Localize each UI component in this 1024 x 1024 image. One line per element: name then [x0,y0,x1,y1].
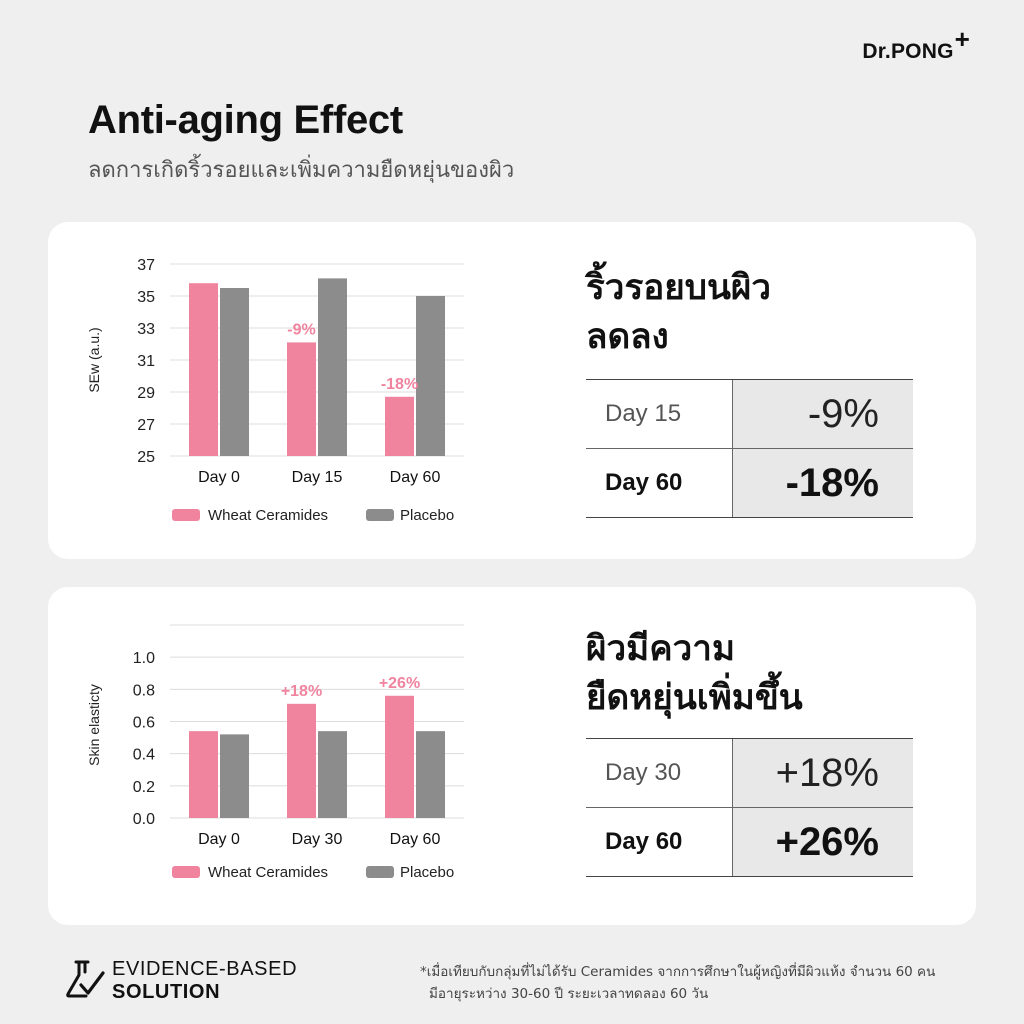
wrinkle-headline: ริ้วรอยบนผิว ลดลง [586,264,771,362]
x-tick-label: Day 60 [390,831,441,848]
elasticity-chart: 1.0 0.8 0.6 0.4 0.2 0.0 Skin elasticty Day 0 Day… [86,624,464,881]
wrinkle-stat-table: Day 15 -9% Day 60 -18% [586,379,913,518]
stat-label: Day 15 [605,400,682,427]
evidence-line1: EVIDENCE-BASED [112,958,298,980]
legend-label: Wheat Ceramides [208,507,328,524]
bar-placebo [220,288,249,456]
stat-row: Day 60 +26% [586,807,913,876]
y-tick-label: 25 [137,449,155,466]
y-axis-label: Skin elasticty [86,684,102,766]
stat-row: Day 15 -9% [586,380,913,448]
x-tick-label: Day 30 [292,831,343,848]
data-label: -18% [381,376,418,393]
wrinkle-headline-line2: ลดลง [586,317,669,357]
y-tick-label: 37 [137,257,155,274]
bar-ceramides [189,731,218,818]
legend-swatch [366,509,394,521]
legend-label: Placebo [400,864,454,881]
stat-label: Day 60 [605,469,683,496]
stat-value: +18% [732,739,913,807]
elasticity-headline-line2: ยืดหยุ่นเพิ่มขึ้น [586,678,803,718]
stat-label: Day 30 [605,759,682,786]
legend-label: Placebo [400,507,454,524]
y-tick-label: 0.6 [133,715,155,732]
legend-swatch [172,509,200,521]
y-tick-label: 1.0 [133,650,155,667]
data-label: +18% [281,683,322,700]
flask-check-icon [66,960,105,998]
stat-row: Day 30 +18% [586,739,913,807]
stat-value: +26% [732,808,913,876]
bar-ceramides [287,703,316,818]
bar-ceramides [189,283,218,456]
y-tick-label: 27 [137,417,155,434]
elasticity-stat-table: Day 30 +18% Day 60 +26% [586,738,913,877]
evidence-line2: SOLUTION [112,981,221,1003]
y-tick-label: 31 [137,353,155,370]
bar-placebo [318,278,347,456]
brand-name: Dr.PONG [862,40,954,63]
data-label: -9% [287,321,315,338]
x-tick-label: Day 0 [198,469,240,486]
y-tick-label: 0.4 [133,747,155,764]
page-title: Anti-aging Effect [88,98,403,142]
brand-logo: Dr.PONG+ [862,24,970,65]
brand-plus: + [954,24,970,54]
x-tick-label: Day 15 [292,469,343,486]
data-label: +26% [379,675,420,692]
x-tick-label: Day 60 [390,469,441,486]
bar-ceramides [385,396,414,456]
elasticity-headline-line1: ผิวมีความ [586,629,736,669]
bar-ceramides [385,695,414,818]
stat-value: -18% [732,449,913,517]
bar-placebo [318,731,347,818]
stat-value: -9% [732,380,913,448]
y-tick-label: 29 [137,385,155,402]
legend-swatch [172,866,200,878]
wrinkle-card: 37 35 33 31 29 27 25 SEw (a.u.) Day 0 Day 15 Day 6… [48,222,976,559]
footnote: *เมื่อเทียบกับกลุ่มที่ไม่ได้รับ Ceramide… [420,961,990,1005]
legend-swatch [366,866,394,878]
wrinkle-chart: 37 35 33 31 29 27 25 SEw (a.u.) Day 0 Day 15 Day 6… [86,257,464,524]
y-tick-label: 0.8 [133,682,155,699]
y-tick-label: 33 [137,321,155,338]
legend-label: Wheat Ceramides [208,864,328,881]
footnote-line1: *เมื่อเทียบกับกลุ่มที่ไม่ได้รับ Ceramide… [420,964,936,980]
stat-row: Day 60 -18% [586,448,913,517]
page-subtitle: ลดการเกิดริ้วรอยและเพิ่มความยืดหยุ่นของผ… [88,158,515,183]
footnote-line2: มีอายุระหว่าง 30-60 ปี ระยะเวลาทดลอง 60 … [429,986,709,1002]
y-tick-label: 0.0 [133,811,155,828]
y-tick-label: 35 [137,289,155,306]
x-tick-label: Day 0 [198,831,240,848]
bar-placebo [220,734,249,818]
y-axis-label: SEw (a.u.) [86,327,102,392]
stat-label: Day 60 [605,828,683,855]
bar-placebo [416,296,445,456]
y-tick-label: 0.2 [133,779,155,796]
elasticity-headline: ผิวมีความ ยืดหยุ่นเพิ่มขึ้น [586,625,803,723]
wrinkle-headline-line1: ริ้วรอยบนผิว [586,268,772,308]
bar-ceramides [287,342,316,456]
elasticity-card: 1.0 0.8 0.6 0.4 0.2 0.0 Skin elasticty Day 0 Day… [48,587,976,925]
evidence-based-label: EVIDENCE-BASED SOLUTION [112,958,297,1004]
bar-placebo [416,731,445,818]
